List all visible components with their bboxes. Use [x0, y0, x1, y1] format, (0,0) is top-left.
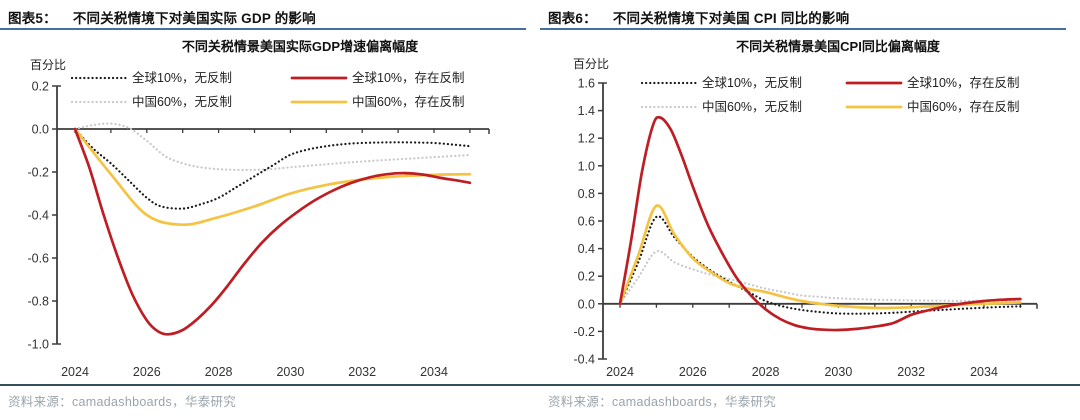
y-tick-label: 1.4: [578, 104, 595, 118]
figure-gdp-source: 资料来源：camadashboards，华泰研究: [0, 384, 540, 420]
y-tick-label: -1.0: [27, 338, 49, 352]
x-tick-label: 2030: [276, 365, 304, 379]
chart-title: 不同关税情景美国实际GDP增速偏离幅度: [182, 39, 419, 54]
figure-cpi: 图表6： 不同关税情境下对美国 CPI 同比的影响 不同关税情景美国CPI同比偏离…: [540, 0, 1080, 420]
y-tick-label: -0.8: [27, 295, 49, 309]
figure-cpi-heading: 不同关税情境下对美国 CPI 同比的影响: [612, 11, 850, 26]
legend-label-china60-no-retaliation: 中国60%，无反制: [702, 99, 802, 114]
x-tick-label: 2032: [897, 365, 925, 379]
x-tick-label: 2024: [606, 365, 634, 379]
y-axis-unit-label: 百分比: [30, 58, 66, 72]
chart-title: 不同关税情景美国CPI同比偏离幅度: [736, 39, 941, 54]
y-tick-label: 1.6: [578, 77, 595, 91]
y-tick-label: 0.6: [578, 215, 595, 229]
series-line-china60-no-retaliation: [618, 249, 1022, 305]
y-tick-label: 0.2: [578, 270, 595, 284]
series-line-china60-with-retaliation: [618, 204, 1022, 310]
figure-gdp-heading: 不同关税情境下对美国实际 GDP 的影响: [72, 11, 316, 26]
y-tick-label: 0.0: [32, 123, 49, 137]
series-line-global10-with-retaliation: [73, 127, 472, 336]
figure-cpi-number: 图表6：: [548, 11, 597, 26]
figure-gdp-header: 图表5： 不同关税情境下对美国实际 GDP 的影响: [0, 0, 526, 30]
legend-label-china60-with-retaliation: 中国60%，存在反制: [352, 94, 465, 109]
y-tick-label: 0.0: [578, 297, 595, 311]
legend-label-china60-no-retaliation: 中国60%，无反制: [132, 94, 232, 109]
y-tick-label: -0.2: [573, 325, 595, 339]
figure-gdp-number: 图表5：: [8, 11, 57, 26]
x-tick-label: 2028: [752, 365, 780, 379]
legend-label-global10-with-retaliation: 全球10%，存在反制: [352, 70, 465, 85]
y-tick-label: 0.4: [578, 242, 595, 256]
x-tick-label: 2034: [420, 365, 448, 379]
series-line-china60-with-retaliation: [73, 127, 472, 227]
y-tick-label: 1.2: [578, 132, 595, 146]
series-line-global10-no-retaliation: [73, 127, 471, 210]
x-tick-label: 2026: [133, 365, 161, 379]
series-line-global10-no-retaliation: [618, 215, 1022, 315]
legend-label-global10-with-retaliation: 全球10%，存在反制: [907, 75, 1020, 90]
y-tick-label: 1.0: [578, 159, 595, 173]
x-tick-label: 2028: [205, 365, 233, 379]
source-note: 资料来源：camadashboards，华泰研究: [548, 395, 777, 409]
x-tick-label: 2032: [348, 365, 376, 379]
legend-label-global10-no-retaliation: 全球10%，无反制: [132, 70, 232, 85]
x-tick-label: 2024: [61, 365, 89, 379]
y-tick-label: 0.2: [32, 80, 49, 94]
figure-gdp: 图表5： 不同关税情境下对美国实际 GDP 的影响 不同关税情景美国实际GDP增速…: [0, 0, 540, 420]
y-axis-unit-label: 百分比: [573, 57, 609, 71]
x-tick-label: 2026: [679, 365, 707, 379]
legend-label-china60-with-retaliation: 中国60%，存在反制: [907, 99, 1020, 114]
legend-label-global10-no-retaliation: 全球10%，无反制: [702, 75, 802, 90]
figure-cpi-header: 图表6： 不同关税情境下对美国 CPI 同比的影响: [540, 0, 1066, 30]
x-tick-label: 2030: [824, 365, 852, 379]
series-line-global10-with-retaliation: [618, 115, 1022, 332]
x-tick-label: 2034: [970, 365, 998, 379]
figure-cpi-source: 资料来源：camadashboards，华泰研究: [540, 384, 1080, 420]
series-line-china60-no-retaliation: [73, 122, 471, 172]
y-tick-label: -0.6: [27, 252, 49, 266]
y-tick-label: -0.4: [573, 353, 595, 367]
source-note: 资料来源：camadashboards，华泰研究: [8, 395, 237, 409]
y-tick-label: 0.8: [578, 187, 595, 201]
y-tick-label: -0.4: [27, 209, 49, 223]
y-tick-label: -0.2: [27, 166, 49, 180]
